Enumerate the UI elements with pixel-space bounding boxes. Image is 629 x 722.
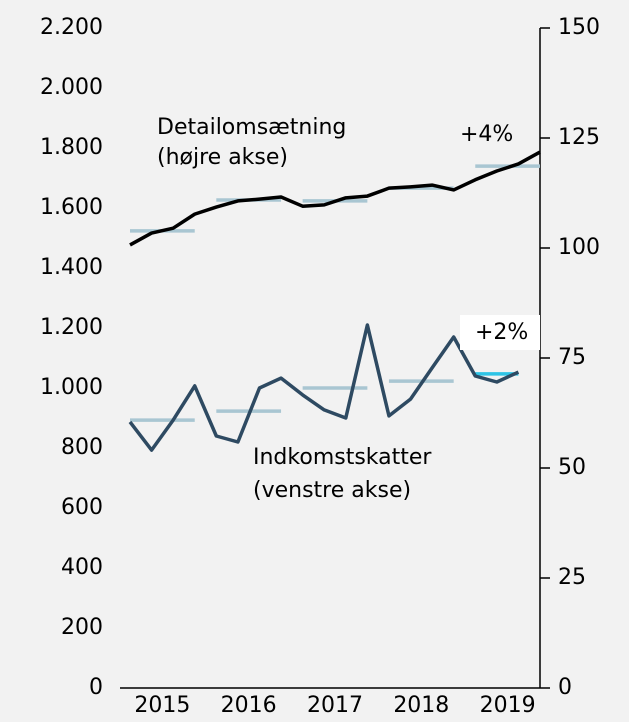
x-tick-label: 2018 [393, 693, 449, 718]
y-tick-label: 1.800 [40, 135, 103, 160]
y-tick-label: 1.200 [40, 315, 103, 340]
annotation: Indkomstskatter [253, 445, 432, 470]
y-tick-label: 1.400 [40, 255, 103, 280]
x-tick-label: 2016 [221, 693, 277, 718]
y2-tick-label: 100 [558, 235, 600, 260]
y-tick-label: 2.200 [40, 15, 103, 40]
y2-tick-label: 125 [558, 125, 600, 150]
y-tick-label: 200 [61, 615, 103, 640]
annotation: Detailomsætning [157, 115, 346, 140]
y-tick-label: 400 [61, 555, 103, 580]
annotation: (højre akse) [157, 145, 288, 170]
y-tick-label: 800 [61, 435, 103, 460]
annotation-box [460, 315, 540, 350]
y2-tick-label: 75 [558, 345, 586, 370]
annotation: +4% [460, 122, 513, 147]
y-tick-label: 0 [89, 675, 103, 700]
annotation: (venstre akse) [253, 478, 411, 503]
annotation: +2% [475, 320, 528, 345]
series-line [129, 150, 541, 247]
y-tick-label: 1.000 [40, 375, 103, 400]
y-tick-label: 2.000 [40, 75, 103, 100]
y2-tick-label: 150 [558, 15, 600, 40]
x-tick-label: 2019 [480, 693, 536, 718]
y2-tick-label: 0 [558, 675, 572, 700]
series-line [128, 323, 520, 452]
y2-tick-label: 50 [558, 455, 586, 480]
y2-tick-label: 25 [558, 565, 586, 590]
x-tick-label: 2015 [134, 693, 190, 718]
x-tick-label: 2017 [307, 693, 363, 718]
y-tick-label: 1.600 [40, 195, 103, 220]
y-tick-label: 600 [61, 495, 103, 520]
